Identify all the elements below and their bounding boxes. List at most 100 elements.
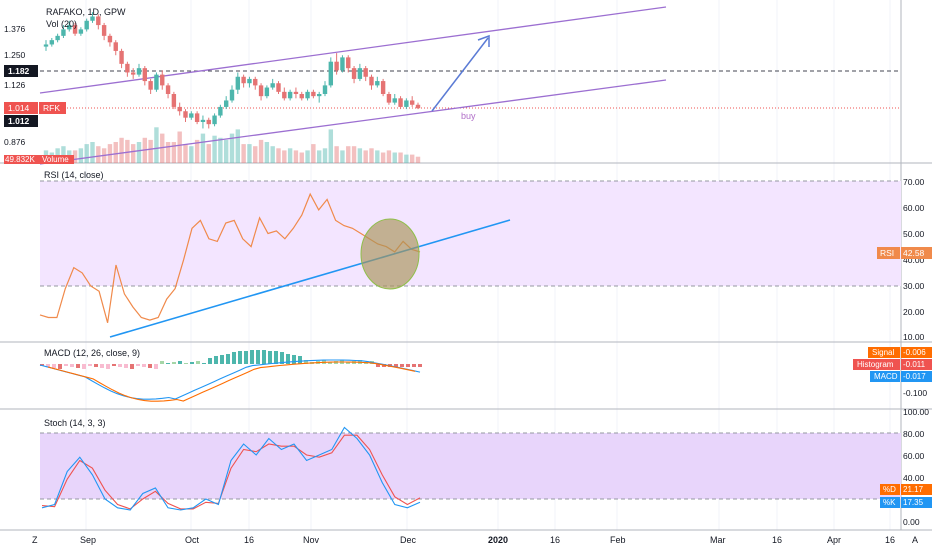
histogram-badge-value-bg bbox=[901, 359, 932, 370]
candle-body bbox=[206, 119, 211, 125]
current-price-value: 1.014 bbox=[8, 103, 30, 113]
volume-bar bbox=[369, 148, 374, 163]
rsi-highlight-ellipse[interactable] bbox=[360, 218, 420, 290]
macd-histogram-bar bbox=[172, 362, 176, 364]
volume-bar bbox=[165, 142, 171, 163]
rsi-tick: 40.00 bbox=[903, 255, 925, 265]
candle-body bbox=[61, 29, 66, 36]
candle-body bbox=[334, 61, 339, 71]
candle-body bbox=[253, 78, 258, 86]
current-price-tag bbox=[4, 102, 38, 114]
volume-bar bbox=[189, 146, 194, 163]
candle-body bbox=[49, 40, 55, 45]
dashed-level-tag bbox=[4, 65, 38, 77]
candle-body bbox=[264, 87, 270, 97]
macd-histogram-bar bbox=[256, 350, 260, 364]
candle-body bbox=[160, 74, 165, 86]
macd-histogram-bar bbox=[76, 364, 80, 368]
candle-body bbox=[96, 16, 101, 26]
stoch-k-badge-label: %K bbox=[883, 498, 896, 507]
volume-bar bbox=[61, 146, 66, 163]
candle-body bbox=[328, 61, 334, 86]
macd-histogram-bar bbox=[250, 350, 254, 364]
volume-bar bbox=[328, 129, 334, 163]
macd-signal-line bbox=[47, 361, 416, 402]
candle-body bbox=[316, 94, 322, 97]
rsi-badge-value-bg bbox=[901, 247, 932, 259]
candle-body bbox=[130, 72, 136, 75]
volume-bar bbox=[171, 142, 177, 163]
signal-badge-label: Signal bbox=[872, 348, 894, 357]
macd-histogram-bar bbox=[52, 364, 56, 368]
time-label: Oct bbox=[185, 535, 200, 545]
volume-bar bbox=[183, 144, 188, 163]
time-axis[interactable]: Z Sep Oct 16 Nov Dec 2020 16 Feb Mar 16 … bbox=[32, 535, 918, 545]
volume-bar bbox=[113, 142, 118, 163]
macd-histogram-bar bbox=[298, 356, 302, 364]
candle-body bbox=[78, 29, 84, 34]
macd-histogram-bar bbox=[274, 351, 278, 364]
macd-badge-value-bg bbox=[901, 371, 932, 382]
buy-annotation[interactable]: buy bbox=[461, 111, 476, 121]
candle-body bbox=[241, 76, 246, 84]
price-tick: 1.126 bbox=[4, 80, 26, 90]
volume-bar bbox=[119, 137, 124, 163]
volume-bar bbox=[415, 156, 421, 163]
time-label: Sep bbox=[80, 535, 96, 545]
projection-arrow[interactable] bbox=[431, 37, 489, 112]
channel-lower-line[interactable] bbox=[39, 79, 667, 165]
macd-histogram-bar bbox=[124, 364, 128, 368]
macd-histogram-bar bbox=[106, 364, 110, 369]
volume-bar bbox=[90, 142, 95, 163]
price-tick: 1.376 bbox=[4, 24, 26, 34]
candle-body bbox=[171, 94, 177, 107]
stoch-title[interactable]: Stoch (14, 3, 3) bbox=[44, 418, 106, 428]
macd-histogram-bar bbox=[286, 354, 290, 364]
volume-bar bbox=[409, 154, 415, 163]
volume-bar bbox=[258, 139, 264, 163]
volume-name: Volume bbox=[42, 155, 69, 164]
rsi-tick: 10.00 bbox=[903, 332, 925, 342]
price-pane[interactable]: buy RAFAKO, 1D, GPW Vol (20) 1.376 1.250… bbox=[4, 6, 901, 165]
candle-body bbox=[148, 81, 153, 90]
candle-body bbox=[380, 81, 386, 94]
candle-body bbox=[119, 50, 124, 64]
volume-bar bbox=[84, 144, 89, 163]
volume-bar bbox=[293, 150, 299, 163]
time-axis-auto-button[interactable]: A bbox=[912, 535, 918, 545]
volume-bar bbox=[363, 150, 368, 163]
time-axis-reset-button[interactable]: Z bbox=[32, 535, 38, 545]
candle-body bbox=[55, 35, 60, 41]
channel-upper-line[interactable] bbox=[39, 6, 667, 94]
macd-histogram-bar bbox=[64, 364, 68, 366]
rsi-trend-line[interactable] bbox=[109, 219, 511, 338]
macd-histogram-bar bbox=[262, 350, 266, 364]
histogram-badge-label-bg bbox=[853, 359, 900, 370]
volume-bar bbox=[107, 144, 113, 163]
volume-bar bbox=[136, 142, 142, 163]
volume-bar bbox=[386, 150, 392, 163]
macd-histogram-bar bbox=[232, 352, 236, 364]
candle-body bbox=[200, 119, 206, 122]
rsi-badge-label: RSI bbox=[880, 248, 894, 258]
macd-histogram-bar bbox=[412, 364, 416, 367]
macd-histogram-bar bbox=[70, 364, 74, 367]
symbol-title[interactable]: RAFAKO, 1D, GPW bbox=[46, 7, 126, 17]
time-label: 16 bbox=[244, 535, 254, 545]
candle-body bbox=[183, 111, 188, 118]
stoch-k-badge-label-bg bbox=[880, 497, 900, 508]
macd-histogram-bar bbox=[46, 364, 50, 367]
macd-pane[interactable]: MACD (12, 26, close, 9) -0.100 Signal -0… bbox=[39, 347, 932, 402]
candle-body bbox=[398, 98, 403, 107]
rsi-title[interactable]: RSI (14, close) bbox=[44, 170, 104, 180]
volume-legend[interactable]: Vol (20) bbox=[46, 19, 77, 29]
stoch-pane[interactable]: Stoch (14, 3, 3) 100.00 80.00 60.00 40.0… bbox=[40, 407, 932, 527]
macd-title[interactable]: MACD (12, 26, close, 9) bbox=[44, 348, 140, 358]
candle-body bbox=[369, 76, 374, 86]
candle-body bbox=[287, 91, 293, 99]
time-label: Mar bbox=[710, 535, 726, 545]
candle-body bbox=[404, 100, 409, 107]
rsi-pane[interactable]: RSI (14, close) 70.00 60.00 50.00 40.00 … bbox=[39, 170, 932, 342]
candle-body bbox=[340, 57, 345, 71]
